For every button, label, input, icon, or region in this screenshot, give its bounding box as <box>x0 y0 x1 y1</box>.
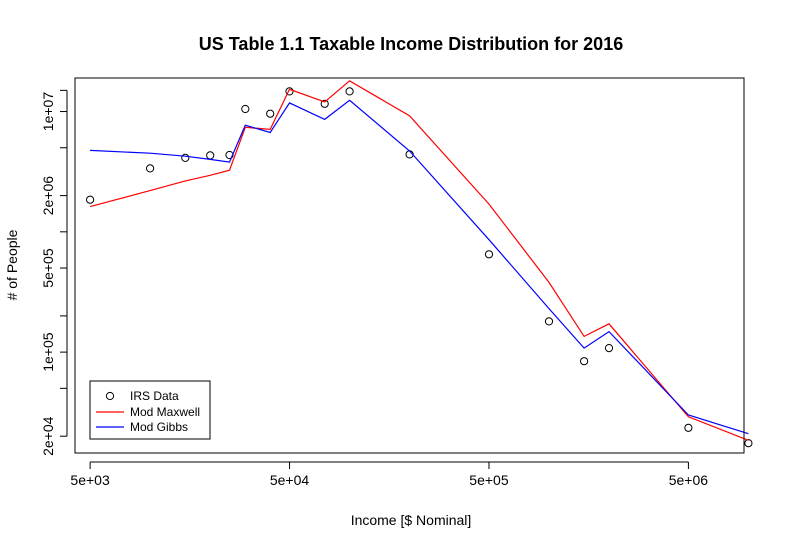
y-tick-label: 2e+06 <box>40 176 56 216</box>
data-point <box>320 99 329 108</box>
plot-box <box>74 77 745 454</box>
y-axis: 2e+04 1e+05 5e+05 2e+06 1e+07 <box>40 89 68 456</box>
legend-gibbs-label: Mod Gibbs <box>130 420 188 434</box>
data-point <box>206 151 215 160</box>
legend-irs-label: IRS Data <box>130 389 179 403</box>
data-point <box>684 423 693 432</box>
data-point <box>266 109 275 118</box>
data-point <box>285 87 294 96</box>
data-point <box>146 164 155 173</box>
y-axis-label: # of People <box>4 229 20 300</box>
data-point <box>345 87 354 96</box>
data-point <box>604 344 614 353</box>
y-tick-label: 1e+07 <box>40 92 56 132</box>
x-tick-label: 5e+04 <box>270 472 310 488</box>
x-axis: 5e+03 5e+04 5e+05 5e+06 <box>70 461 709 488</box>
data-point <box>580 357 589 366</box>
legend-maxwell-label: Mod Maxwell <box>130 405 200 419</box>
data-point <box>544 317 554 326</box>
data-point <box>241 104 250 114</box>
x-axis-label: Income [$ Nominal] <box>351 512 472 528</box>
data-point <box>744 439 753 448</box>
legend-irs-marker <box>105 391 115 401</box>
chart-title: US Table 1.1 Taxable Income Distribution… <box>199 34 623 54</box>
plot-region <box>86 80 753 448</box>
x-tick-label: 5e+05 <box>469 472 509 488</box>
y-tick-label: 1e+05 <box>40 332 56 372</box>
y-tick-label: 5e+05 <box>40 248 56 288</box>
series-line-mod-maxwell <box>89 80 749 441</box>
legend: IRS Data Mod Maxwell Mod Gibbs <box>89 380 211 440</box>
data-point <box>86 195 95 204</box>
data-point <box>181 153 190 162</box>
x-tick-label: 5e+03 <box>70 472 110 488</box>
x-tick-label: 5e+06 <box>669 472 709 488</box>
data-point <box>484 250 494 259</box>
y-tick-label: 2e+04 <box>40 416 56 456</box>
series-line-mod-gibbs <box>90 99 749 435</box>
legend-box <box>89 380 211 440</box>
